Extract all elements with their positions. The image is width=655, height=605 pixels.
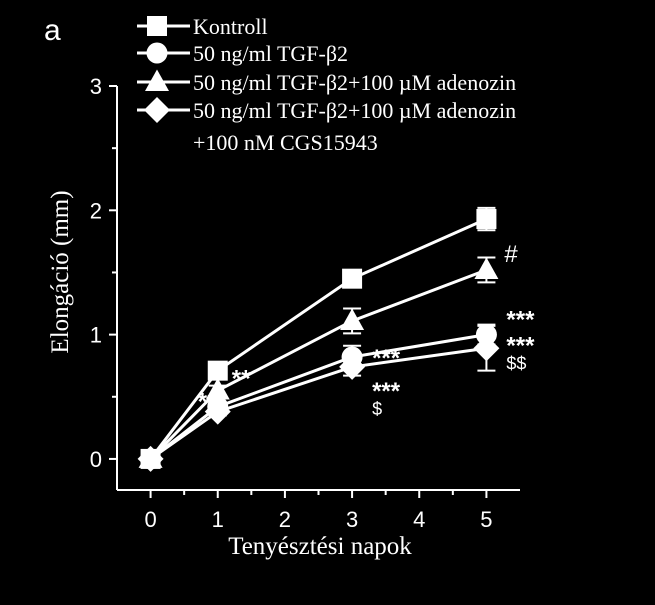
legend-label: 50 ng/ml TGF-β2: [193, 41, 348, 66]
diamond-point: [204, 398, 231, 425]
square-point: [476, 209, 497, 230]
series-line: [149, 268, 487, 460]
x-axis-label: Tenyésztési napok: [228, 533, 412, 560]
y-tick-label: 0: [90, 447, 102, 472]
legend-item: 50 ng/ml TGF-β2+100 µM adenozin +100 nM C…: [137, 97, 516, 155]
significance-label: #: [504, 241, 518, 268]
legend-label: 50 ng/ml TGF-β2+100 µM adenozin: [193, 70, 516, 95]
legend-label: +100 nM CGS15943: [193, 130, 378, 155]
legend-triangle-icon: [145, 69, 169, 91]
series-line: [149, 217, 488, 460]
legend-label: Kontroll: [193, 14, 268, 39]
legend-item: 50 ng/ml TGF-β2+100 µM adenozin: [137, 69, 516, 95]
legend-square-icon: [147, 16, 167, 36]
significance-label: ***: [198, 389, 227, 416]
series-line: [149, 346, 487, 461]
y-axis-label: Elongáció (mm): [47, 190, 74, 353]
x-tick-label: 0: [144, 507, 156, 532]
diamond-point: [137, 445, 164, 472]
series-line: [149, 333, 487, 461]
x-tick-label: 3: [346, 507, 358, 532]
triangle-point: [474, 257, 499, 279]
significance-label: $$: [506, 353, 526, 373]
square-point: [207, 360, 228, 381]
annotation-layer: ***********$#******$$: [198, 241, 535, 419]
x-tick-label: 1: [212, 507, 224, 532]
significance-label: ***: [372, 345, 401, 372]
legend-label: 50 ng/ml TGF-β2+100 µM adenozin: [193, 98, 516, 123]
significance-label: ***: [506, 307, 535, 334]
square-point: [342, 268, 363, 289]
significance-label: ***: [372, 378, 401, 405]
legend-item: 50 ng/ml TGF-β2: [137, 41, 348, 66]
legend-diamond-icon: [144, 97, 170, 123]
triangle-point: [205, 378, 230, 400]
y-tick-label: 2: [90, 198, 102, 223]
x-tick-label: 5: [480, 507, 492, 532]
series-circle: [140, 323, 497, 470]
diamond-point: [339, 353, 366, 380]
series-triangle: [138, 256, 499, 468]
x-tick-label: 2: [279, 507, 291, 532]
diamond-point: [473, 335, 500, 362]
significance-label: ***: [506, 332, 535, 359]
legend-item: Kontroll: [137, 14, 268, 39]
axes: 0 1 2 3 4 5 0 1 2 3: [90, 74, 520, 532]
significance-label: $: [372, 399, 382, 419]
panel-label: a: [44, 14, 61, 47]
y-tick-label: 3: [90, 74, 102, 99]
x-tick-label: 4: [413, 507, 425, 532]
significance-label: **: [232, 366, 251, 393]
y-tick-label: 1: [90, 323, 102, 348]
legend-circle-icon: [146, 42, 168, 64]
triangle-point: [340, 308, 365, 330]
series-diamond: [137, 324, 500, 472]
series-layer: [137, 206, 500, 472]
